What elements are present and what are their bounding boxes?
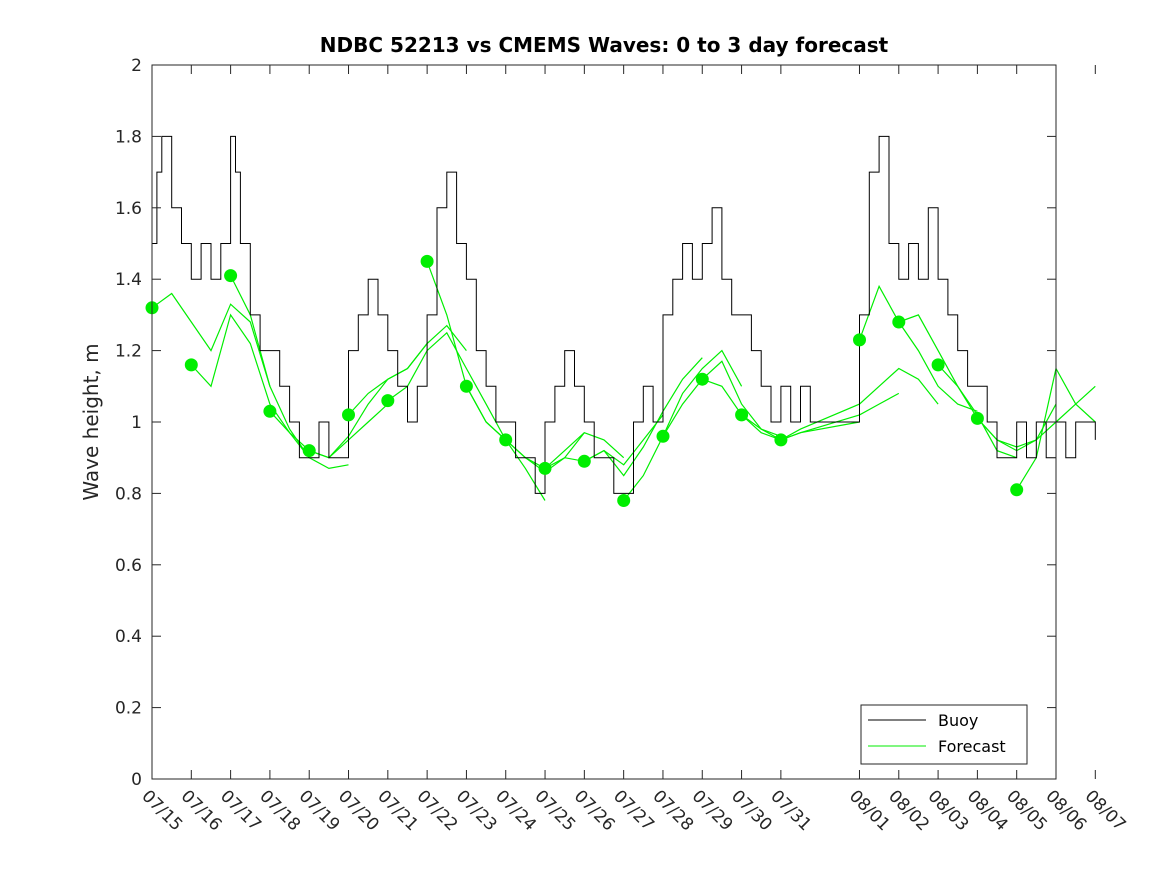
y-tick-label: 1	[131, 413, 142, 433]
y-tick-label: 1.4	[115, 270, 142, 290]
forecast-marker	[853, 333, 866, 347]
y-tick-label: 1.2	[115, 342, 142, 362]
forecast-marker	[224, 269, 238, 283]
forecast-marker	[184, 358, 198, 372]
legend-buoy-label: Buoy	[938, 711, 978, 730]
buoy-line	[152, 135, 1096, 494]
forecast-marker	[459, 379, 473, 393]
y-tick-label: 1.6	[115, 199, 142, 219]
forecast-trace	[151, 292, 271, 387]
y-tick-label: 0.8	[115, 484, 142, 504]
forecast-trace	[348, 324, 467, 416]
forecast-marker	[735, 408, 749, 422]
forecast-marker	[263, 404, 277, 418]
forecast-marker	[381, 394, 395, 408]
forecast-marker	[617, 494, 631, 507]
y-axis-ticks: 0 0.2 0.4 0.6 0.8 1 1.2 1.4 1.6 1.8 2	[115, 56, 1056, 790]
y-axis-label: Wave height, m	[79, 343, 103, 500]
legend: Buoy Forecast	[860, 704, 1028, 765]
forecast-trace	[858, 284, 978, 412]
y-tick-label: 0.6	[115, 556, 142, 576]
forecast-marker	[695, 372, 709, 386]
forecast-marker	[774, 433, 788, 447]
forecast-trace	[780, 367, 939, 441]
y-tick-label: 1.8	[115, 127, 142, 147]
y-tick-label: 0.4	[115, 627, 142, 647]
forecast-marker	[538, 461, 552, 475]
forecast-trace	[741, 392, 900, 441]
forecast-marker	[1010, 483, 1024, 497]
forecast-marker	[656, 429, 670, 443]
forecast-marker	[892, 315, 906, 329]
forecast-trace	[623, 349, 743, 501]
forecast-marker	[970, 411, 984, 425]
y-tick-label: 2	[131, 56, 142, 76]
legend-forecast-label: Forecast	[938, 737, 1006, 756]
forecast-trace	[584, 357, 703, 477]
forecast-marker	[577, 454, 591, 468]
y-tick-label: 0.2	[115, 699, 142, 719]
plot-area	[152, 65, 1056, 779]
forecast-marker	[342, 408, 355, 422]
forecast-marker	[420, 254, 434, 268]
chart-title: NDBC 52213 vs CMEMS Waves: 0 to 3 day fo…	[320, 33, 889, 57]
forecast-marker	[931, 358, 945, 372]
forecast-marker	[302, 444, 316, 458]
forecast-marker	[499, 433, 513, 447]
y-tick-label: 0	[131, 770, 142, 790]
legend-box	[860, 704, 1028, 765]
